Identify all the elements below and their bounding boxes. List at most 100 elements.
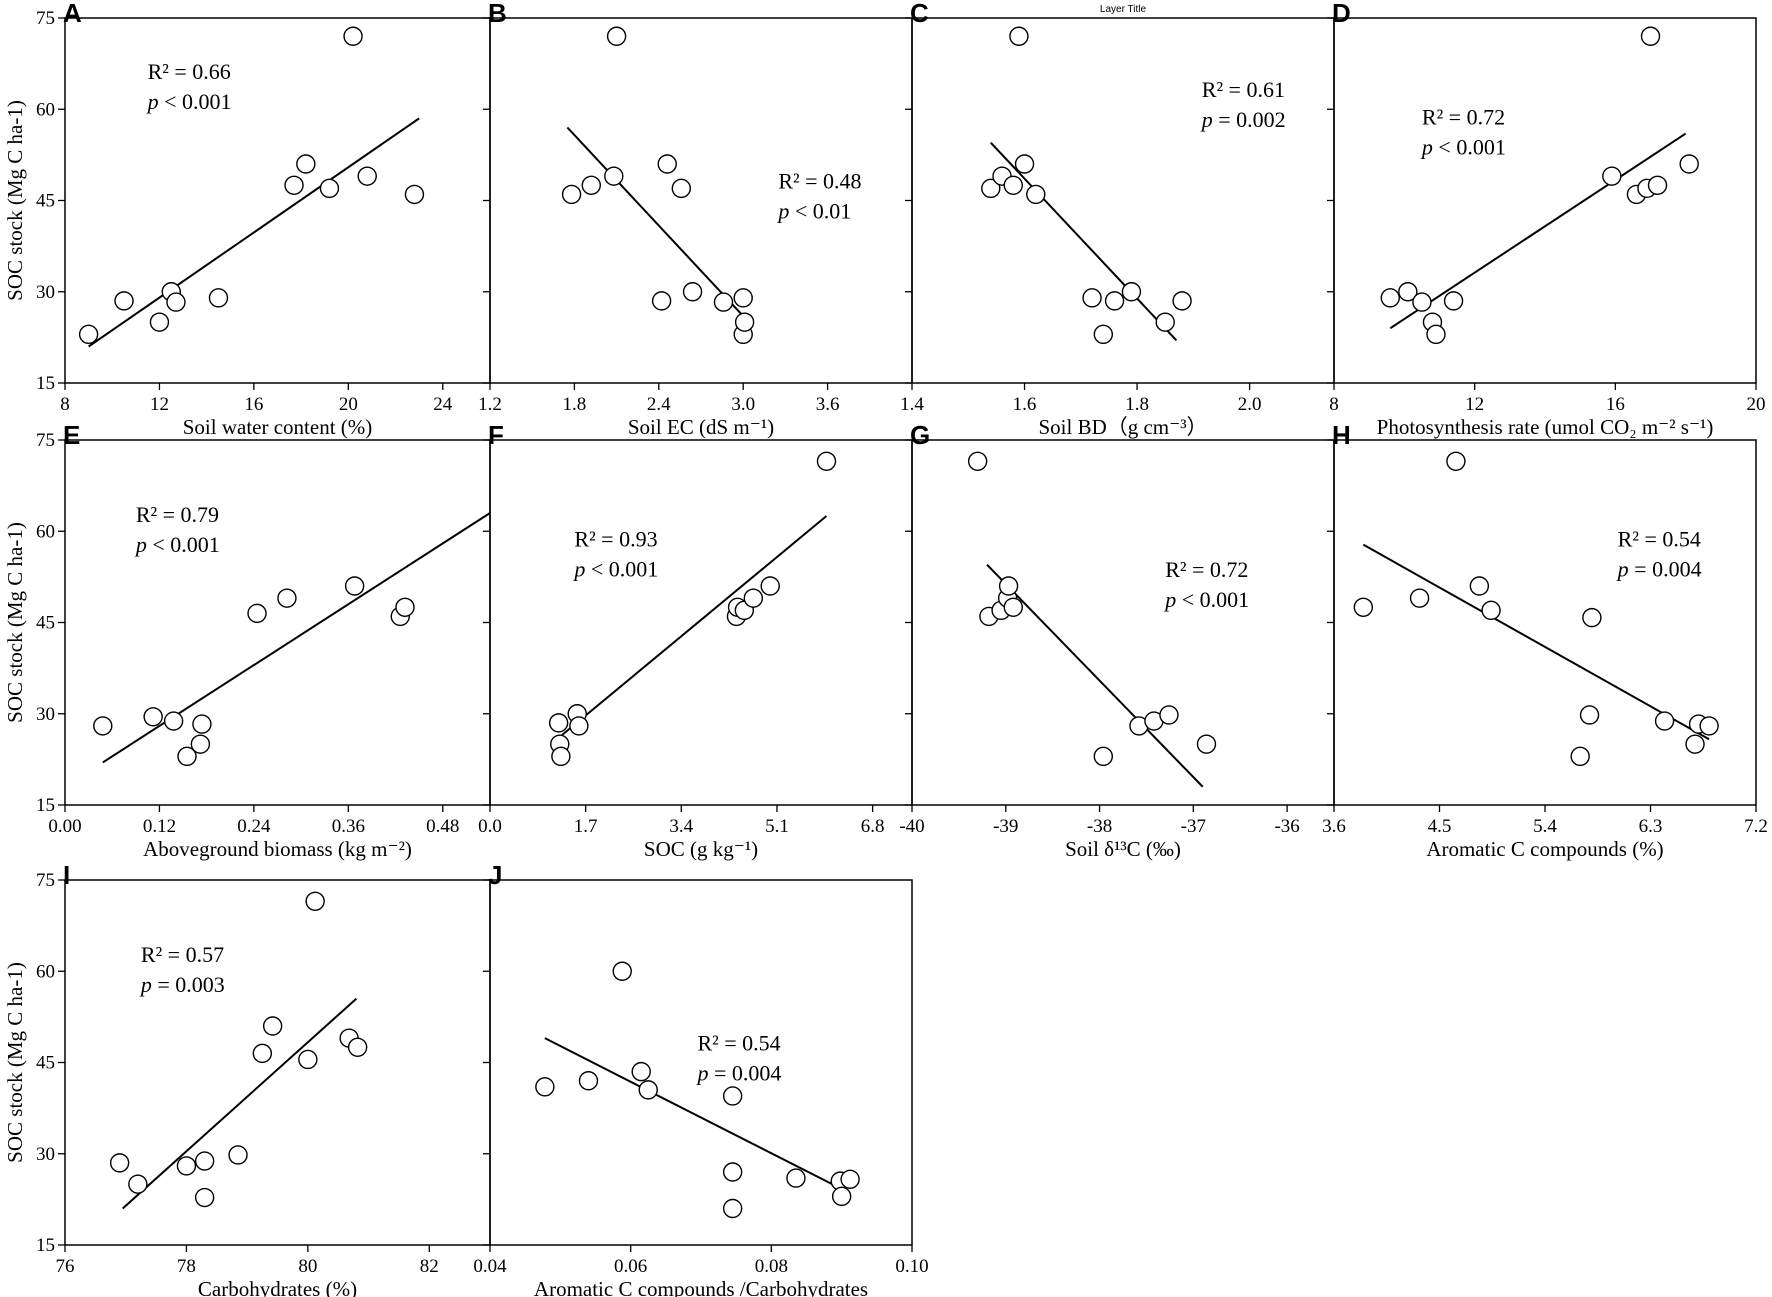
x-axis-label: Aboveground biomass (kg m⁻²) xyxy=(143,837,412,861)
data-point xyxy=(1640,26,1661,46)
x-tick-label: 24 xyxy=(433,394,453,415)
p-value-label: p < 0.001 xyxy=(572,556,658,581)
panel-letter: H xyxy=(1332,420,1351,450)
y-axis-label: SOC stock (Mg C ha-1) xyxy=(3,522,27,723)
plot-frame xyxy=(64,17,491,384)
data-point xyxy=(1570,746,1590,767)
x-tick-label: 1.8 xyxy=(563,394,587,415)
x-tick-label: 3.0 xyxy=(731,394,755,415)
y-tick-label: 15 xyxy=(36,1235,55,1256)
data-point xyxy=(1093,324,1114,345)
y-tick-label: 75 xyxy=(36,430,55,451)
y-tick-label: 30 xyxy=(36,704,55,725)
x-tick-label: 16 xyxy=(244,394,263,415)
data-point xyxy=(1446,451,1466,471)
x-tick-label: 8 xyxy=(60,394,70,415)
data-point xyxy=(548,713,569,733)
data-point xyxy=(1003,175,1023,195)
y-tick-label: 60 xyxy=(36,521,55,542)
data-point xyxy=(831,1186,852,1207)
data-point xyxy=(228,1145,248,1165)
data-point xyxy=(1014,154,1035,174)
data-point xyxy=(114,291,134,311)
data-point xyxy=(128,1174,148,1194)
panel-letter: E xyxy=(63,420,80,450)
fit-line xyxy=(986,564,1204,788)
data-point xyxy=(404,184,425,205)
x-tick-label: 2.4 xyxy=(647,394,671,415)
data-point xyxy=(651,291,672,311)
data-point xyxy=(816,451,837,471)
fit-line xyxy=(544,1037,851,1195)
data-point xyxy=(612,961,632,981)
panel-letter: G xyxy=(910,420,930,450)
x-tick-label: -39 xyxy=(993,816,1018,837)
data-point xyxy=(1009,26,1029,46)
layer-title: Layer Title xyxy=(1100,4,1147,15)
x-tick-label: 12 xyxy=(1465,394,1484,415)
x-tick-label: 82 xyxy=(420,1256,439,1277)
p-value-label: p < 0.001 xyxy=(134,532,220,557)
data-point xyxy=(1155,312,1175,332)
data-point xyxy=(671,178,692,199)
x-tick-label: 0.00 xyxy=(48,816,81,837)
y-tick-label: 30 xyxy=(36,1144,55,1165)
x-axis-label: Carbohydrates (%) xyxy=(198,1277,357,1297)
data-point xyxy=(277,588,297,608)
data-point xyxy=(535,1077,555,1097)
x-tick-label: 1.6 xyxy=(1013,394,1037,415)
y-axis-label: SOC stock (Mg C ha-1) xyxy=(3,962,27,1163)
data-point xyxy=(561,184,582,205)
p-value-label: p < 0.001 xyxy=(146,89,232,114)
data-point xyxy=(284,175,304,195)
data-point xyxy=(713,292,734,312)
x-tick-label: 3.6 xyxy=(1322,816,1346,837)
data-point xyxy=(344,576,365,596)
panel-letter: F xyxy=(488,420,504,450)
data-point xyxy=(1426,324,1446,345)
data-point xyxy=(357,166,377,186)
fit-line xyxy=(561,515,828,736)
data-point xyxy=(163,711,184,731)
data-point xyxy=(1685,734,1705,754)
data-point xyxy=(1481,600,1501,621)
panel-a: A 15 30 45 60 75 8 12 16 20 24 Soil water content (… xyxy=(36,0,491,439)
x-tick-label: 80 xyxy=(298,1256,317,1277)
x-axis-label: Photosynthesis rate (umol CO₂ m⁻² s⁻¹) xyxy=(1377,415,1714,439)
data-point xyxy=(967,451,988,471)
data-point xyxy=(1104,291,1125,311)
data-point xyxy=(840,1169,860,1190)
p-value-label: p = 0.004 xyxy=(1616,556,1702,581)
y-tick-label: 60 xyxy=(36,961,55,982)
data-point xyxy=(305,891,325,911)
data-point xyxy=(1093,746,1114,767)
data-point xyxy=(657,154,677,174)
data-point xyxy=(177,746,197,767)
fit-line xyxy=(88,117,420,348)
data-point xyxy=(1026,184,1046,205)
data-point xyxy=(247,603,267,624)
y-tick-label: 60 xyxy=(36,99,55,120)
x-tick-label: 20 xyxy=(1747,394,1766,415)
fit-line xyxy=(566,126,744,317)
data-point xyxy=(109,1153,130,1173)
data-point xyxy=(194,1187,215,1208)
data-point xyxy=(1196,734,1217,754)
panel-letter: A xyxy=(63,0,82,28)
data-point xyxy=(176,1156,197,1176)
y-tick-label: 45 xyxy=(36,613,55,634)
data-point xyxy=(192,714,212,734)
p-value-label: p < 0.001 xyxy=(1163,587,1249,612)
plot-frame xyxy=(911,439,1335,806)
data-point xyxy=(604,166,624,186)
panel-d: D 8 12 16 20 Photosynthesis rate (umol CO₂ m⁻… xyxy=(1327,0,1766,439)
fit-line xyxy=(1389,132,1687,330)
data-point xyxy=(569,716,589,736)
data-point xyxy=(149,312,170,332)
x-tick-label: -37 xyxy=(1181,816,1206,837)
data-point xyxy=(606,26,627,46)
panel-j: J 0.04 0.06 0.08 0.10 Aromatic C compounds /C… xyxy=(473,860,928,1297)
x-tick-label: 0.06 xyxy=(614,1256,647,1277)
x-tick-label: 0.12 xyxy=(143,816,176,837)
